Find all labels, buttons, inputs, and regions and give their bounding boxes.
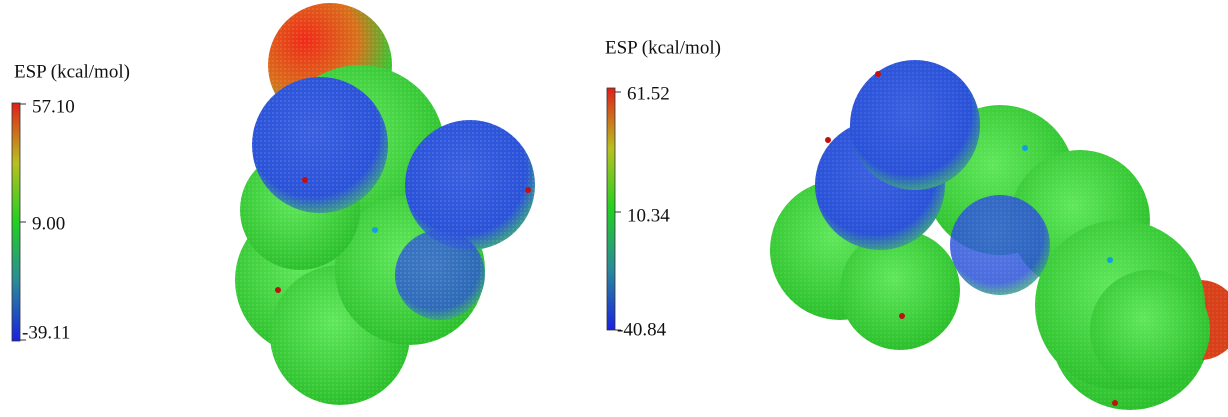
molecule-surface xyxy=(230,3,540,405)
colorbar-max: 57.10 xyxy=(32,96,75,117)
colorbar-mid: 9.00 xyxy=(32,213,65,234)
molecule-surface xyxy=(770,60,1228,412)
colorbar-min: -40.84 xyxy=(617,319,667,340)
colorbar xyxy=(11,102,21,342)
colorbar-title: ESP (kcal/mol) xyxy=(605,37,721,58)
colorbar xyxy=(606,87,616,331)
colorbar-mid: 10.34 xyxy=(627,205,670,226)
colorbar-min: -39.11 xyxy=(22,322,70,343)
colorbar-title: ESP (kcal/mol) xyxy=(14,61,130,82)
colorbar-max: 61.52 xyxy=(627,83,670,104)
